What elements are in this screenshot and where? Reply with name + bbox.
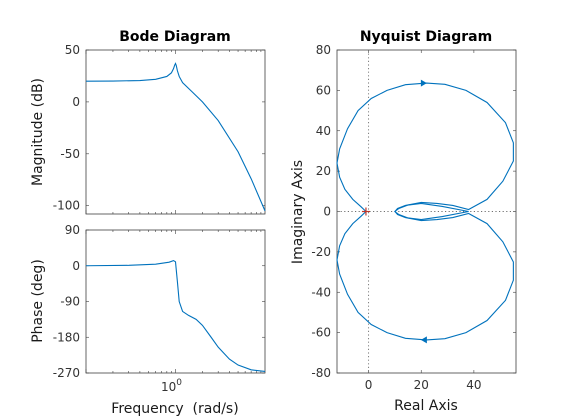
- nyquist-ytick-label: 0: [323, 205, 331, 219]
- bode-magnitude-ylabel: Magnitude (dB): [30, 78, 46, 186]
- nyquist-ytick-label: 60: [316, 83, 331, 97]
- nyquist-ytick-label: 20: [316, 164, 331, 178]
- bode-magnitude-ytick-label: -50: [60, 147, 80, 161]
- bode-phase-ytick-label: -90: [60, 295, 80, 309]
- nyquist-xlabel: Real Axis: [394, 398, 458, 414]
- bode-magnitude-frame: [85, 49, 266, 215]
- nyquist-ytick-label: -20: [311, 245, 331, 259]
- nyquist-ytick-label: -80: [311, 366, 331, 380]
- bode-title: Bode Diagram: [119, 29, 231, 45]
- bode-phase-panel: 90 0 -90 -180 -270 100 Phase (deg) Frequency …: [30, 223, 266, 417]
- nyquist-ylabel: Imaginary Axis: [290, 160, 306, 264]
- nyquist-xtick-label: 40: [466, 378, 481, 392]
- nyquist-direction-arrow-icon: [420, 79, 427, 87]
- nyquist-ytick-label: 40: [316, 124, 331, 138]
- bode-magnitude-ticks: 50 0 -50 -100: [53, 43, 265, 214]
- nyquist-curve-lower: [336, 202, 514, 341]
- nyquist-ytick-label: -40: [311, 285, 331, 299]
- bode-phase-ytick-label: -180: [53, 330, 80, 344]
- bode-phase-curve: [85, 259, 266, 372]
- nyquist-ytick-label: -60: [311, 326, 331, 340]
- nyquist-title: Nyquist Diagram: [360, 29, 492, 45]
- bode-phase-ytick-label: 0: [72, 259, 80, 273]
- bode-phase-ytick-label: 90: [65, 223, 80, 237]
- nyquist-ytick-label: 80: [316, 43, 331, 57]
- nyquist-xtick-label: 20: [414, 378, 429, 392]
- bode-magnitude-curve-group: [85, 62, 266, 212]
- nyquist-direction-arrow-icon: [420, 336, 427, 344]
- bode-phase-ticks: 90 0 -90 -180 -270 100: [53, 223, 265, 394]
- nyquist-panel: 80 60 40 20 0 -20 -40 -60 -80 0 20 40 Nyquist Diagr…: [290, 29, 517, 414]
- bode-phase-ylabel: Phase (deg): [30, 259, 46, 343]
- bode-magnitude-curve: [85, 62, 266, 212]
- bode-phase-frame: [85, 229, 266, 374]
- bode-magnitude-ytick-label: -100: [53, 199, 80, 213]
- bode-magnitude-ytick-label: 50: [65, 43, 80, 57]
- bode-magnitude-panel: 50 0 -50 -100 Bode Diagram Magnitude (dB): [30, 29, 266, 215]
- nyquist-xtick-label: 0: [365, 378, 373, 392]
- bode-xlabel: Frequency (rad/s): [111, 401, 238, 417]
- bode-xtick-label: 100: [161, 378, 182, 394]
- nyquist-curve-group: [336, 79, 514, 344]
- bode-magnitude-ytick-label: 0: [72, 95, 80, 109]
- bode-phase-ytick-label: -270: [53, 366, 80, 380]
- bode-phase-curve-group: [85, 259, 266, 372]
